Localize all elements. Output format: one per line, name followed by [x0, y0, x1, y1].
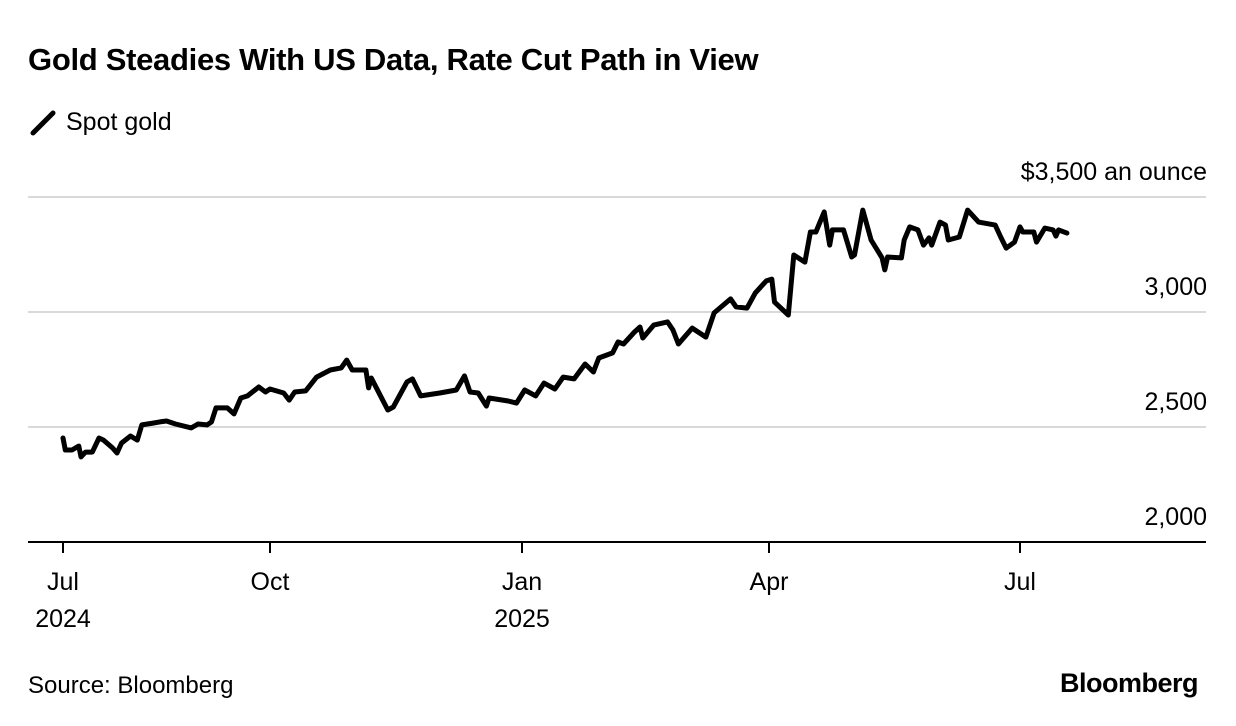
x-tick-label: Apr: [750, 568, 789, 596]
y-tick-label: 2,500: [1144, 388, 1207, 416]
x-tick-label: Jul: [47, 568, 79, 596]
x-tick-year-label: 2025: [494, 605, 550, 633]
legend-label: Spot gold: [66, 108, 172, 136]
bloomberg-logo: Bloomberg: [1059, 668, 1199, 698]
x-tick-label: Oct: [251, 568, 290, 596]
x-tick-year-label: 2024: [35, 605, 91, 633]
chart-title: Gold Steadies With US Data, Rate Cut Pat…: [28, 42, 759, 77]
legend-line-icon: [30, 110, 56, 135]
x-tick-label: Jan: [502, 568, 542, 596]
x-tick-label: Jul: [1004, 568, 1036, 596]
legend: Spot gold: [30, 108, 172, 137]
series-line-spot-gold: [60, 207, 1070, 460]
y-tick-label: 2,000: [1144, 503, 1207, 531]
y-tick-label: $3,500 an ounce: [1021, 158, 1207, 186]
y-tick-label: 3,000: [1144, 273, 1207, 301]
source-note: Source: Bloomberg: [28, 672, 234, 699]
